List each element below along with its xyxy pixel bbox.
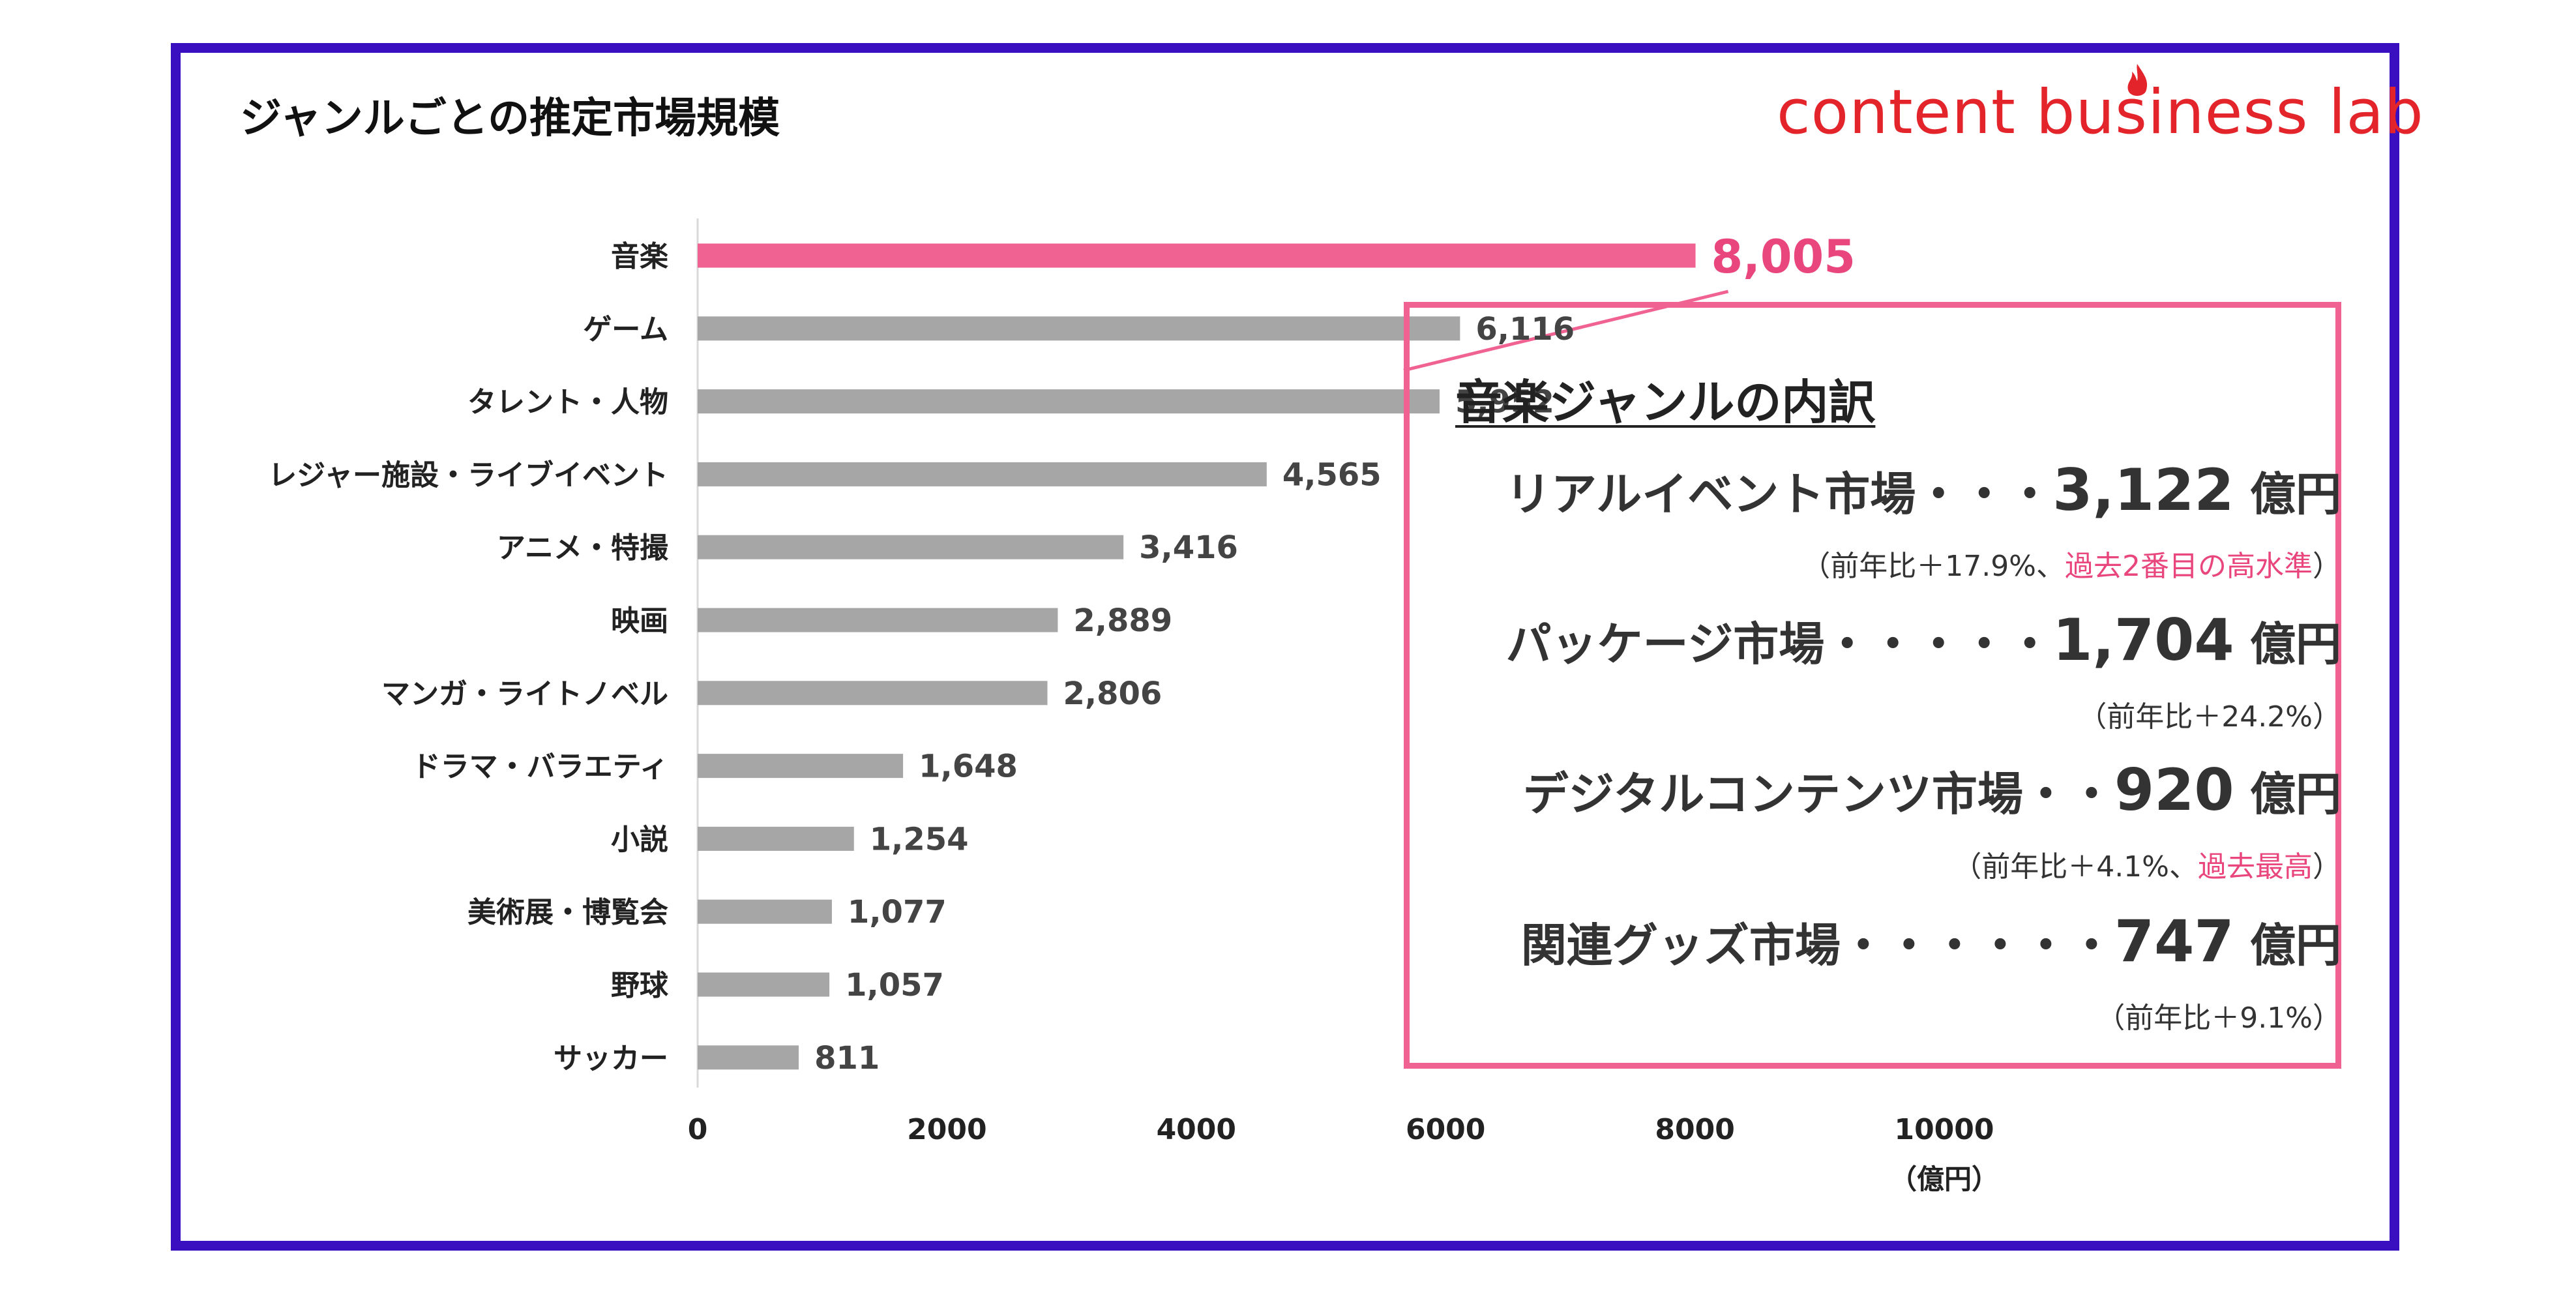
x-tick-label: 6000 bbox=[1406, 1113, 1485, 1146]
breakdown-item-unit: 億円 bbox=[2250, 919, 2341, 972]
breakdown-item-row: 関連グッズ市場・・・・・・747 億円 bbox=[1521, 908, 2341, 975]
breakdown-item-note: （前年比＋9.1%） bbox=[2096, 994, 2341, 1036]
breakdown-title: 音楽ジャンルの内訳 bbox=[1455, 375, 1876, 430]
category-label: 野球 bbox=[611, 969, 669, 1002]
category-label: マンガ・ライトノベル bbox=[381, 677, 668, 711]
flame-icon bbox=[2127, 64, 2148, 96]
data-label: 2,806 bbox=[1063, 676, 1162, 712]
bar bbox=[698, 826, 854, 851]
data-label: 2,889 bbox=[1073, 602, 1172, 639]
breakdown-item-value: 920 bbox=[2114, 756, 2234, 824]
bar bbox=[698, 899, 832, 924]
bar bbox=[698, 243, 1696, 268]
data-label: 1,077 bbox=[848, 894, 947, 930]
x-tick-label: 0 bbox=[688, 1113, 708, 1146]
breakdown-item-note: （前年比＋4.1%、過去最高） bbox=[1953, 843, 2341, 885]
breakdown-item-label: デジタルコンテンツ市場・・ bbox=[1522, 767, 2114, 821]
category-label: ゲーム bbox=[583, 313, 668, 346]
data-label: 5,952 bbox=[1455, 384, 1554, 421]
note-text: ） bbox=[2313, 550, 2341, 583]
breakdown-item-value: 3,122 bbox=[2052, 456, 2234, 524]
data-label: 3,416 bbox=[1139, 529, 1238, 566]
x-tick-label: 10000 bbox=[1894, 1113, 1994, 1146]
note-text: （前年比＋9.1%） bbox=[2096, 1002, 2341, 1035]
category-label: 小説 bbox=[611, 823, 668, 856]
breakdown-item-label: 関連グッズ市場・・・・・・ bbox=[1520, 919, 2114, 972]
x-axis-label: （億円） bbox=[1889, 1163, 1999, 1195]
category-label: アニメ・特撮 bbox=[497, 531, 669, 565]
data-label: 811 bbox=[814, 1040, 880, 1077]
note-text: （前年比＋17.9%、 bbox=[1801, 550, 2065, 583]
data-label: 1,254 bbox=[870, 821, 969, 857]
category-label: 映画 bbox=[611, 604, 668, 638]
breakdown-item-row: デジタルコンテンツ市場・・920 億円 bbox=[1523, 756, 2341, 824]
note-text: （前年比＋24.2%） bbox=[2078, 700, 2341, 734]
bar bbox=[698, 754, 904, 779]
bar bbox=[698, 462, 1267, 486]
breakdown-item-value: 747 bbox=[2114, 908, 2234, 975]
breakdown-item-label: パッケージ市場・・・・・ bbox=[1505, 617, 2053, 671]
x-tick-label: 2000 bbox=[907, 1113, 986, 1146]
breakdown-item-unit: 億円 bbox=[2250, 617, 2341, 671]
data-label: 8,005 bbox=[1711, 230, 1856, 284]
note-text: （前年比＋4.1%、 bbox=[1953, 850, 2198, 884]
data-label: 1,057 bbox=[845, 967, 944, 1003]
breakdown-item-value: 1,704 bbox=[2052, 606, 2234, 674]
bar bbox=[698, 608, 1058, 632]
logo-text: content business lab bbox=[1777, 77, 2424, 148]
category-label: 音楽 bbox=[611, 240, 668, 273]
bar bbox=[698, 1045, 799, 1070]
category-label: レジャー施設・ライブイベント bbox=[268, 458, 668, 492]
chart-title: ジャンルごとの推定市場規模 bbox=[240, 95, 780, 143]
breakdown-item-unit: 億円 bbox=[2250, 767, 2341, 821]
bar bbox=[698, 535, 1124, 559]
data-label: 4,565 bbox=[1282, 456, 1382, 493]
category-label: ドラマ・バラエティ bbox=[412, 751, 668, 784]
x-tick-label: 8000 bbox=[1655, 1113, 1734, 1146]
data-label: 1,648 bbox=[919, 749, 1018, 785]
breakdown-item-row: パッケージ市場・・・・・1,704 億円 bbox=[1506, 606, 2341, 674]
note-highlight: 過去最高 bbox=[2198, 850, 2313, 884]
category-label: タレント・人物 bbox=[467, 386, 668, 419]
breakdown-box bbox=[1404, 302, 2341, 1069]
data-label: 6,116 bbox=[1475, 311, 1575, 348]
bar bbox=[698, 681, 1048, 706]
category-label: 美術展・博覧会 bbox=[467, 896, 668, 929]
bar bbox=[698, 972, 830, 997]
note-text: ） bbox=[2313, 850, 2341, 884]
breakdown-item-note: （前年比＋17.9%、過去2番目の高水準） bbox=[1801, 542, 2341, 584]
bar bbox=[698, 389, 1440, 414]
breakdown-item-row: リアルイベント市場・・・3,122 億円 bbox=[1505, 456, 2341, 524]
note-highlight: 過去2番目の高水準 bbox=[2065, 550, 2313, 583]
category-label: サッカー bbox=[554, 1042, 668, 1075]
breakdown-item-unit: 億円 bbox=[2250, 468, 2341, 521]
x-tick-label: 4000 bbox=[1157, 1113, 1236, 1146]
breakdown-item-label: リアルイベント市場・・・ bbox=[1505, 468, 2053, 521]
bar bbox=[698, 316, 1460, 341]
breakdown-item-note: （前年比＋24.2%） bbox=[2078, 693, 2341, 735]
